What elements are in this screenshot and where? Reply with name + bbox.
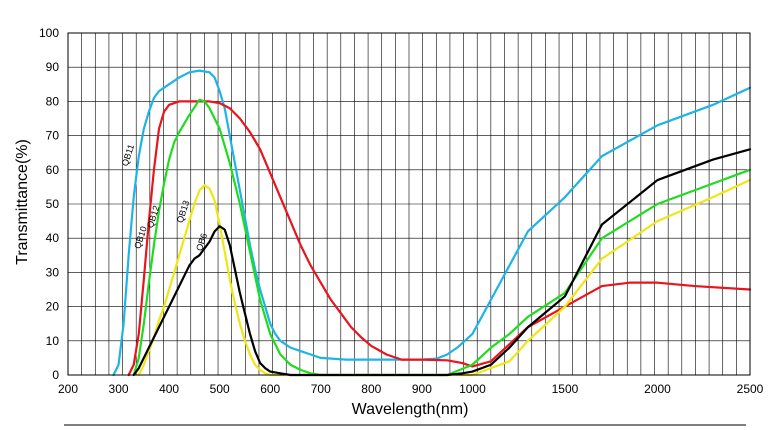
- x-tick-label: 700: [311, 382, 331, 396]
- y-tick-label: 100: [39, 26, 59, 40]
- y-tick-label: 30: [46, 265, 60, 279]
- y-tick-label: 0: [52, 368, 59, 382]
- y-tick-label: 50: [46, 197, 60, 211]
- x-tick-label: 200: [58, 382, 78, 396]
- series-line-qb11: [112, 69, 752, 377]
- x-tick-label: 1500: [552, 382, 579, 396]
- x-tick-label: 600: [260, 382, 280, 396]
- y-tick-labels: 0 10 20 30 40 50 60 70 80 90 100: [39, 26, 59, 382]
- y-tick-label: 70: [46, 129, 60, 143]
- series-lines: [112, 69, 752, 377]
- x-tick-label: 400: [159, 382, 179, 396]
- curve-label-qb11: QB11: [120, 143, 136, 167]
- series-line-qb13: [137, 178, 752, 377]
- y-tick-label: 40: [46, 231, 60, 245]
- grid: [68, 33, 750, 375]
- y-tick-label: 20: [46, 300, 60, 314]
- plot-border: [67, 32, 751, 376]
- curve-label-qb6: QB6: [194, 232, 209, 252]
- y-tick-label: 60: [46, 163, 60, 177]
- x-tick-label: 2000: [644, 382, 671, 396]
- series-line-qb6: [132, 148, 752, 377]
- plot-frame: [67, 32, 751, 376]
- series-line-qb10: [127, 100, 752, 377]
- x-tick-label: 500: [210, 382, 230, 396]
- x-tick-label: 1000: [459, 382, 486, 396]
- x-tick-label: 800: [361, 382, 381, 396]
- x-tick-label: 300: [109, 382, 129, 396]
- y-tick-label: 90: [46, 60, 60, 74]
- y-tick-label: 10: [46, 334, 60, 348]
- x-tick-label: 900: [412, 382, 432, 396]
- x-axis-title: Wavelength(nm): [352, 401, 469, 418]
- series-line-qb12: [132, 98, 752, 377]
- y-tick-label: 80: [46, 94, 60, 108]
- x-tick-label: 2500: [737, 382, 764, 396]
- y-axis-title: Transmittance(%): [14, 139, 31, 265]
- x-tick-labels: 200 300 400 500 600 700 800 900 1000 1500 2000 2500: [58, 382, 764, 396]
